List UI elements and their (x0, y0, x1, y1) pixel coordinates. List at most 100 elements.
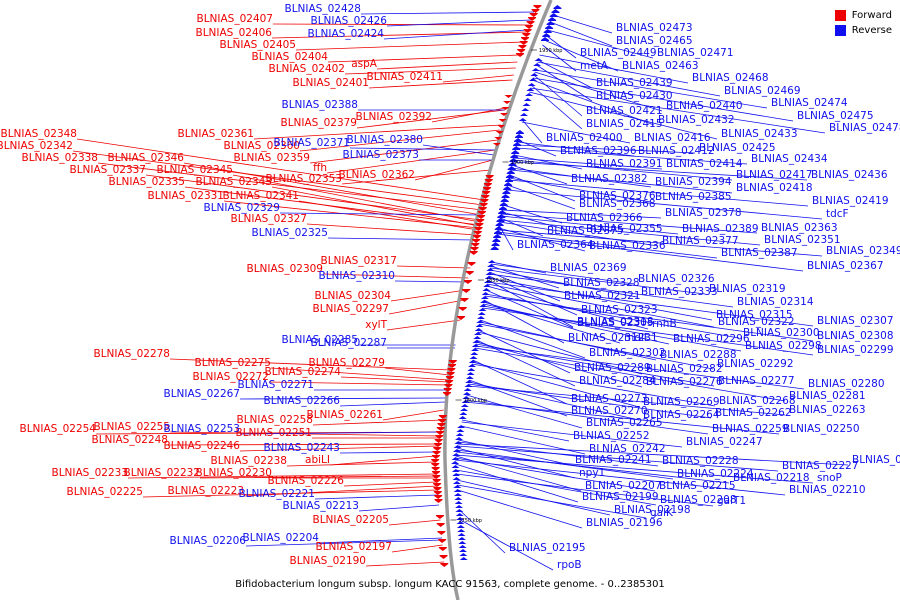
reverse-leader-line (543, 39, 619, 72)
reverse-gene-feature (470, 352, 479, 355)
reverse-gene-label: BLNIAS_02380 (346, 134, 423, 146)
forward-gene-feature (462, 289, 471, 293)
forward-leader-line (232, 174, 480, 223)
reverse-gene-label: BLNIAS_02473 (616, 22, 693, 34)
reverse-gene-feature (463, 388, 472, 391)
forward-leader-line (270, 367, 450, 381)
reverse-gene-label: BLNIAS_02273 (571, 393, 648, 405)
reverse-gene-feature (498, 206, 507, 210)
reverse-gene-feature (456, 521, 465, 524)
forward-gene-feature (525, 25, 534, 29)
reverse-gene-feature (513, 142, 522, 146)
reverse-gene-label: mdlB1 (624, 332, 658, 344)
forward-gene-feature (435, 515, 444, 519)
reverse-gene-feature (497, 214, 506, 218)
reverse-gene-feature (458, 416, 467, 419)
reverse-gene-label: BLNIAS_02371 (273, 137, 350, 149)
reverse-gene-feature (453, 489, 462, 492)
reverse-gene-label: BLNIAS_02208 (660, 494, 737, 506)
forward-leader-line (341, 169, 491, 185)
reverse-leader-line (482, 307, 814, 356)
reverse-leader-line (491, 263, 635, 285)
scale-tick-label: 1950 kbp (539, 48, 563, 54)
forward-gene-label: BLNIAS_02309 (246, 263, 323, 275)
legend: Forward Reverse (834, 8, 892, 38)
forward-leader-line (299, 129, 500, 152)
forward-gene-label: BLNIAS_02405 (219, 39, 296, 51)
reverse-leader-line (510, 169, 733, 194)
reverse-leader-line (533, 74, 583, 117)
forward-leader-line (145, 174, 481, 221)
reverse-gene-feature (471, 344, 480, 347)
forward-gene-label: BLNIAS_02232 (123, 467, 200, 479)
reverse-gene-label: BLNIAS_02263 (789, 404, 866, 416)
reverse-leader-line (484, 295, 814, 342)
reverse-leader-line (472, 359, 568, 405)
forward-leader-line (306, 223, 477, 236)
reverse-leader-line (545, 34, 577, 59)
reverse-gene-label: BLNIAS_02265 (586, 417, 663, 429)
forward-gene-label: BLNIAS_02255 (93, 421, 170, 433)
forward-gene-feature (448, 360, 457, 364)
reverse-gene-feature (468, 360, 477, 363)
reverse-gene-label: BLNIAS_02474 (771, 97, 848, 109)
reverse-gene-label: BLNIAS_02351 (764, 234, 841, 246)
reverse-gene-label: BLNIAS_02421 (586, 105, 663, 117)
forward-gene-feature (517, 49, 526, 53)
forward-gene-label: BLNIAS_02254 (19, 423, 96, 435)
reverse-gene-feature (494, 226, 503, 230)
reverse-gene-feature (472, 340, 481, 343)
reverse-gene-feature (553, 5, 562, 9)
forward-gene-feature (526, 21, 535, 25)
reverse-gene-label: BLNIAS_02430 (596, 90, 673, 102)
reverse-gene-label: BLNIAS_02262 (715, 407, 792, 419)
reverse-gene-label: BLNIAS_02336 (589, 240, 666, 252)
reverse-gene-feature (493, 234, 502, 238)
reverse-leader-line (515, 147, 748, 165)
forward-gene-feature (480, 199, 489, 203)
reverse-gene-label: BLNIAS_02319 (709, 283, 786, 295)
reverse-leader-line (521, 121, 631, 144)
forward-gene-label: BLNIAS_02205 (312, 514, 389, 526)
reverse-gene-label: BLNIAS_02373 (342, 149, 419, 161)
reverse-gene-feature (451, 469, 460, 472)
forward-gene-label: BLNIAS_02230 (195, 467, 272, 479)
gene-labels: BLNIAS_02407BLNIAS_02406BLNIAS_02405BLNI… (0, 3, 900, 571)
forward-gene-label: BLNIAS_02407 (196, 13, 273, 25)
forward-gene-feature (471, 243, 480, 247)
reverse-leader-line (489, 271, 561, 302)
scale-ticks: 1950 kbp 1900 kbp 1850 kbp 1800 kbp 1750 kbp (450, 48, 562, 524)
reverse-leader-line (239, 431, 440, 435)
reverse-leader-line (468, 385, 786, 416)
reverse-leader-line (465, 401, 780, 435)
reverse-gene-label: BLNIAS_02475 (797, 110, 874, 122)
reverse-leader-line (471, 363, 716, 407)
reverse-gene-label: BLNIAS_02333 (641, 286, 718, 298)
forward-leader-line (391, 544, 443, 553)
reverse-gene-label: BLNIAS_02276 (646, 376, 723, 388)
reverse-leader-line (394, 280, 468, 283)
forward-gene-feature (431, 463, 440, 467)
reverse-gene-feature (465, 376, 474, 379)
reverse-gene-label: BLNIAS_02264 (643, 409, 720, 421)
reverse-leader-line (500, 215, 679, 235)
forward-gene-feature (498, 119, 507, 122)
reverse-leader-line (499, 221, 659, 247)
reverse-gene-label: BLNIAS_02243 (263, 442, 340, 454)
reverse-gene-label: BLNIAS_02259 (712, 423, 789, 435)
reverse-leader-line (537, 59, 593, 89)
reverse-leader-line (532, 79, 655, 126)
reverse-gene-label: BLNIAS_02433 (721, 128, 798, 140)
scale-tick-label: 1850 kbp (486, 278, 510, 284)
reverse-leader-line (327, 237, 476, 241)
reverse-gene-label: BLNIAS_02300 (743, 327, 820, 339)
reverse-gene-label: BLNIAS_02418 (736, 182, 813, 194)
reverse-leader-line (456, 473, 714, 507)
reverse-gene-feature (477, 312, 486, 315)
forward-gene-feature (432, 451, 441, 455)
reverse-leader-line (535, 69, 768, 109)
forward-gene-feature (478, 207, 487, 211)
forward-leader-line (388, 299, 465, 315)
forward-gene-label: BLNIAS_02226 (267, 475, 344, 487)
forward-leader-line (356, 109, 505, 129)
